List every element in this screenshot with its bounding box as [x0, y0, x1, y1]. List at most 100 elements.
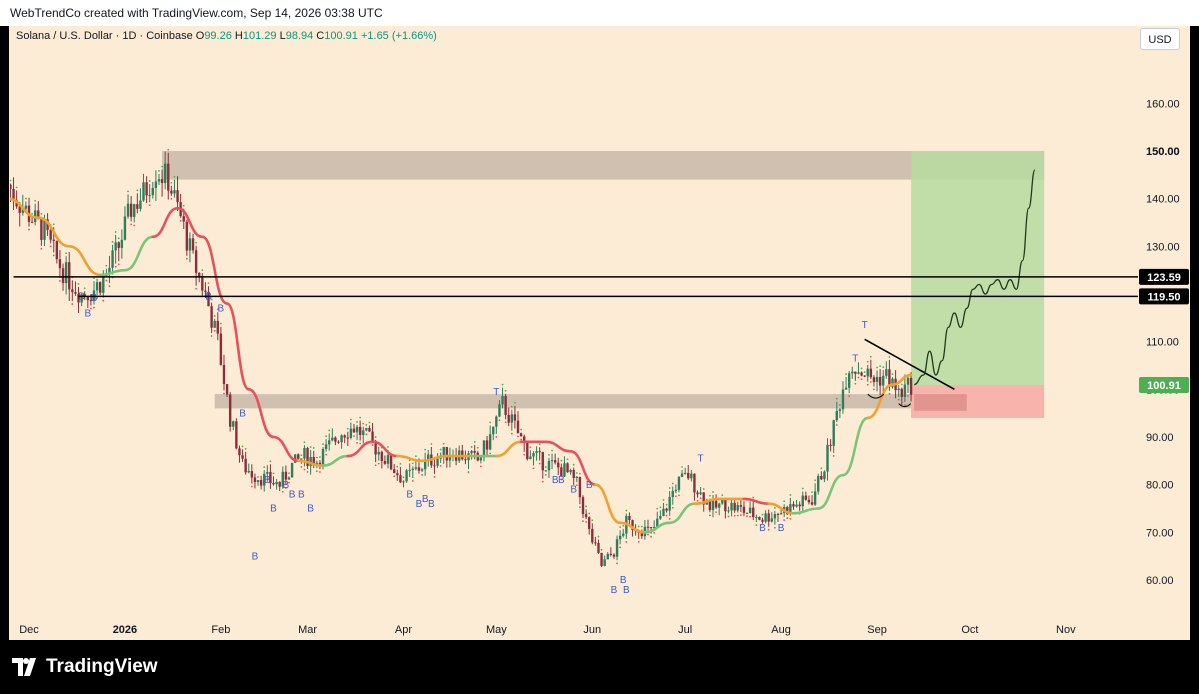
- candle-body: [473, 450, 476, 453]
- signal-dot: [414, 455, 417, 458]
- level-price-label-bg: [1139, 268, 1189, 285]
- signal-dot: [368, 421, 371, 424]
- candle-body: [656, 518, 659, 527]
- moving-average-segment: [618, 521, 647, 534]
- signal-dot: [820, 467, 823, 470]
- symbol-title[interactable]: Solana / U.S. Dollar · 1D · Coinbase: [16, 30, 193, 42]
- candle-body: [263, 473, 266, 486]
- candle-body: [717, 503, 721, 508]
- signal-dot: [597, 535, 600, 538]
- candle-body: [117, 242, 120, 248]
- projection-path: [914, 169, 1036, 386]
- candle-body: [256, 480, 260, 482]
- candle-body: [98, 282, 102, 293]
- moving-average-segment: [346, 440, 374, 458]
- signal-dot: [786, 517, 789, 519]
- candle-body: [721, 499, 724, 504]
- signal-dot: [473, 441, 476, 443]
- close-value: 100.91: [324, 30, 358, 42]
- signal-dot: [241, 445, 244, 448]
- candle-body: [163, 163, 167, 184]
- signal-dot: [832, 455, 835, 457]
- candle-body: [464, 459, 467, 461]
- signal-dot: [746, 515, 748, 518]
- signal-dot: [721, 494, 724, 497]
- candle-body: [510, 414, 514, 423]
- level-price-label: 119.50: [1147, 291, 1180, 303]
- candle-body: [882, 375, 885, 386]
- x-tick-label: Apr: [395, 624, 412, 636]
- candle-body: [213, 320, 216, 328]
- x-tick-label: Sep: [867, 624, 887, 636]
- signal-dot: [665, 503, 668, 506]
- signal-dot: [111, 240, 114, 243]
- signal-dot: [325, 435, 328, 438]
- candle-body: [764, 513, 767, 522]
- signal-dot: [365, 433, 368, 436]
- signal-dot: [665, 514, 668, 517]
- candle-body: [519, 433, 523, 437]
- signal-dot: [575, 484, 578, 487]
- bottom-signal-label: B: [422, 494, 429, 505]
- signal-dot: [585, 521, 587, 523]
- candle-body: [835, 410, 838, 421]
- signal-dot: [495, 436, 498, 438]
- candle-body: [74, 292, 77, 294]
- candle-body: [173, 190, 176, 194]
- y-tick-label: 110.00: [1146, 337, 1179, 349]
- candle-body: [312, 456, 315, 466]
- bottom-signal-label: B: [270, 504, 277, 515]
- moving-average-segment: [67, 245, 102, 277]
- signal-dot: [504, 389, 507, 392]
- bottom-signal-label: B: [252, 551, 259, 562]
- candle-body: [513, 414, 517, 421]
- candle-body: [498, 404, 501, 417]
- signal-dot: [761, 513, 764, 516]
- signal-dot: [346, 427, 349, 430]
- candle-body: [504, 396, 507, 416]
- candle-body: [724, 499, 727, 512]
- candle-body: [247, 471, 250, 473]
- signal-dot: [702, 488, 705, 490]
- candle-body: [847, 373, 851, 388]
- bottom-signal-label: B: [218, 304, 225, 315]
- signal-dot: [52, 254, 55, 257]
- signal-dot: [619, 546, 622, 549]
- candle-body: [612, 554, 616, 557]
- signal-dot: [325, 453, 328, 456]
- signal-dot: [783, 519, 786, 522]
- signal-dot: [541, 480, 544, 483]
- moving-average-segment: [272, 435, 300, 463]
- signal-dot: [34, 199, 37, 202]
- signal-dot: [854, 382, 857, 385]
- candle-body: [293, 454, 297, 463]
- currency-button[interactable]: USD: [1140, 28, 1180, 50]
- tradingview-logo[interactable]: TradingView: [12, 656, 158, 678]
- moving-average-segment: [643, 521, 671, 534]
- signal-dot: [656, 507, 659, 510]
- candle-body: [761, 519, 764, 522]
- signal-dot: [835, 397, 838, 400]
- signal-dot: [498, 419, 501, 422]
- signal-dot: [591, 519, 594, 522]
- candle-body: [851, 371, 854, 374]
- signal-dot: [263, 466, 266, 469]
- signal-dot: [65, 252, 68, 255]
- x-tick-label: 2026: [113, 624, 137, 636]
- bottom-signal-label: B: [416, 499, 423, 510]
- candle-body: [145, 182, 148, 196]
- candle-body: [622, 533, 625, 536]
- signal-dot: [752, 496, 755, 499]
- candle-body: [269, 471, 272, 484]
- signal-dot: [538, 462, 541, 465]
- candle-body: [872, 377, 876, 383]
- candle-body: [841, 389, 845, 410]
- candle-body: [368, 427, 371, 432]
- candle-body: [789, 504, 792, 515]
- candle-body: [111, 250, 114, 268]
- candle-body: [606, 553, 609, 560]
- candle-body: [826, 444, 829, 472]
- moving-average-segment: [396, 454, 424, 463]
- signal-dot: [90, 307, 92, 310]
